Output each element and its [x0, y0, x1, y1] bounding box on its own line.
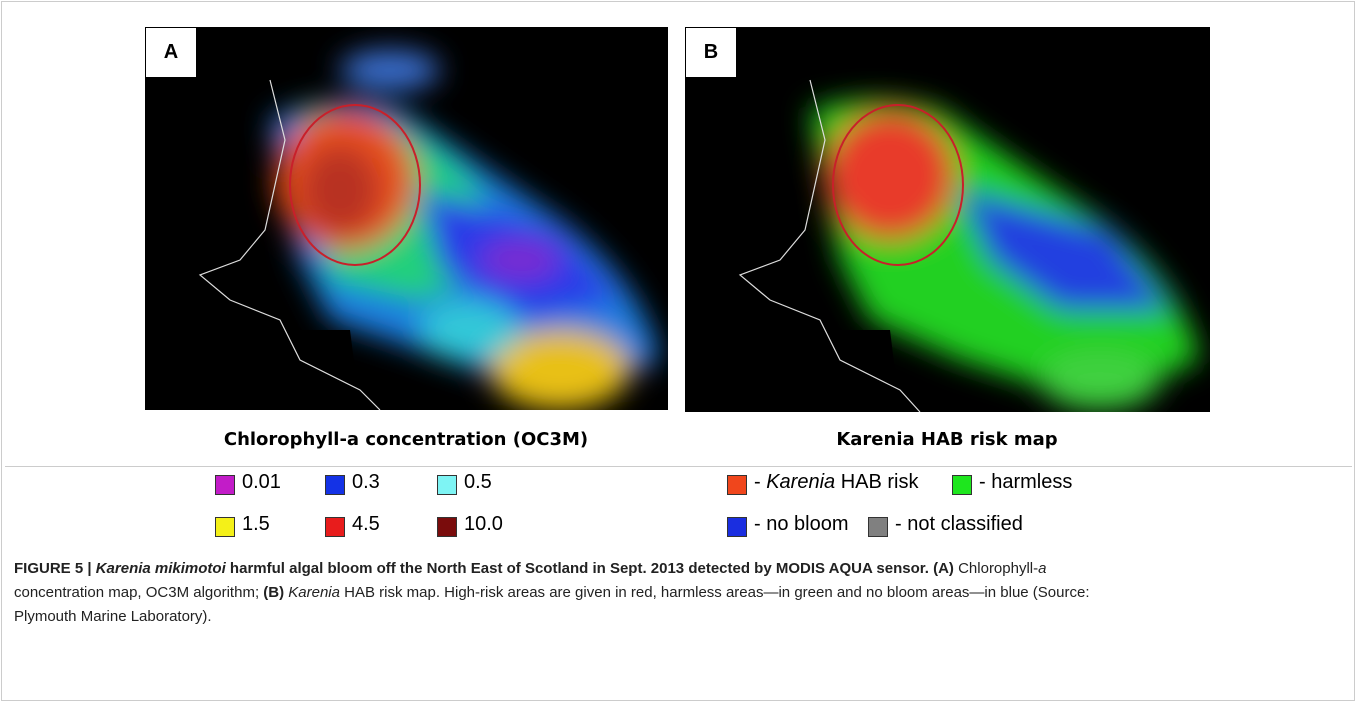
legend-label-part: - no bloom [754, 513, 849, 535]
maps [145, 27, 1210, 412]
legend-swatch [437, 517, 457, 537]
legend-label-part: HAB risk [835, 471, 919, 493]
legend-label-part: - harmless [979, 471, 1073, 493]
map-b [685, 27, 1210, 412]
panel-label: A [145, 27, 197, 78]
map-a [145, 27, 668, 410]
caption-line: Plymouth Marine Laboratory). [14, 605, 1090, 629]
caption-line: concentration map, OC3M algorithm; (B) K… [14, 581, 1090, 605]
legend-label: - not classified [895, 513, 1023, 536]
legend-label: - no bloom [754, 513, 849, 536]
panel-label: B [685, 27, 737, 78]
legend-title: Karenia HAB risk map [836, 429, 1058, 450]
legend-label: 4.5 [352, 513, 380, 535]
caption-text: harmful algal bloom off the North East o… [225, 560, 954, 577]
separator [5, 466, 1352, 467]
caption-text: Plymouth Marine Laboratory). [14, 608, 212, 625]
legend-label-part: - not classified [895, 513, 1023, 535]
legend-label: - Karenia HAB risk [754, 471, 919, 494]
legend-swatch [727, 475, 747, 495]
caption-text: HAB risk map. High-risk areas are given … [339, 584, 1090, 601]
legend-label: 10.0 [464, 513, 503, 535]
caption-text: FIGURE 5 | [14, 560, 96, 577]
legend-label-part: Karenia [766, 471, 836, 493]
caption-text: a [1038, 560, 1047, 577]
legend-label: 1.5 [242, 513, 270, 535]
legend-title: Chlorophyll-a concentration (OC3M) [223, 429, 589, 450]
caption-line: FIGURE 5 | Karenia mikimotoi harmful alg… [14, 557, 1090, 581]
caption-text: Karenia [288, 584, 340, 601]
legend-swatch [868, 517, 888, 537]
legend-label: 0.01 [242, 471, 281, 493]
legend-label: - harmless [979, 471, 1072, 494]
legend-swatch [952, 475, 972, 495]
legend-swatch [215, 475, 235, 495]
legend-label: 0.3 [352, 471, 380, 493]
legend-swatch [215, 517, 235, 537]
legend-swatch [325, 517, 345, 537]
caption-text: concentration map, OC3M algorithm; [14, 584, 264, 601]
caption: FIGURE 5 | Karenia mikimotoi harmful alg… [14, 557, 1090, 629]
caption-text: Karenia mikimotoi [95, 560, 226, 577]
caption-text: Chlorophyll- [953, 560, 1039, 577]
legend-label-part: - [754, 471, 767, 493]
legend-label: 0.5 [464, 471, 492, 493]
caption-text: (B) [263, 584, 289, 601]
legend-swatch [727, 517, 747, 537]
legend-swatch [437, 475, 457, 495]
legend-swatch [325, 475, 345, 495]
